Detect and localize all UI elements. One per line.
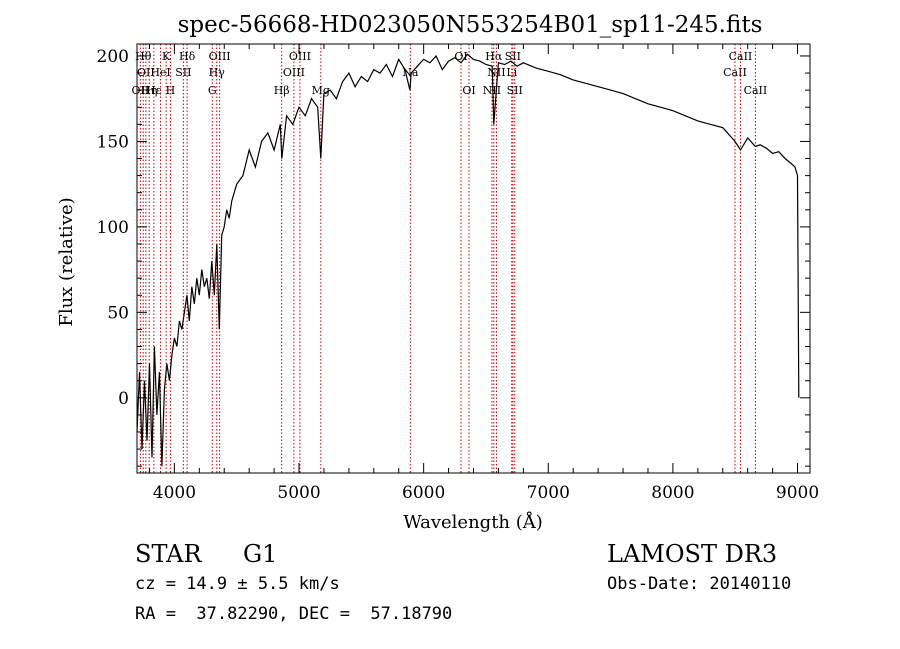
x-tick-label-6000: 6000 <box>402 483 445 503</box>
marker-label-8: SII <box>175 66 191 79</box>
y-axis-label: Flux (relative) <box>56 197 77 326</box>
marker-label-22: NII <box>487 66 505 79</box>
y-tick-label-100: 100 <box>97 218 129 238</box>
marker-label-9: Hδ <box>179 50 196 63</box>
x-tick-label-5000: 5000 <box>277 483 320 503</box>
marker-label-19: OI <box>462 84 475 97</box>
x-tick-label-7000: 7000 <box>527 483 570 503</box>
emission-line-markers: OIIHθOIIHηHεHeIKHSIIHδGHγOIIIHβOIIIOIIIM… <box>132 44 768 473</box>
marker-label-23: Li <box>506 66 517 79</box>
marker-label-4: Hε <box>146 84 162 97</box>
marker-label-3: Hη <box>141 84 157 97</box>
marker-label-21: Hα <box>485 50 503 63</box>
marker-label-11: Hγ <box>209 66 226 79</box>
observation-date: Obs-Date: 20140110 <box>607 574 792 594</box>
plot-frame <box>136 43 811 474</box>
y-tick-label-150: 150 <box>97 132 129 152</box>
y-tick-label-50: 50 <box>107 303 129 323</box>
y-axis-ticks: 0 50 100 150 200 <box>97 47 810 467</box>
marker-label-28: CaII <box>744 84 768 97</box>
marker-label-12: OIII <box>209 50 231 63</box>
marker-label-1: Hθ <box>135 50 152 63</box>
x-tick-label-9000: 9000 <box>776 483 819 503</box>
marker-label-6: K <box>162 50 171 63</box>
marker-label-13: Hβ <box>274 84 290 97</box>
marker-label-15: OIII <box>289 50 311 63</box>
marker-label-26: CaII <box>723 66 747 79</box>
y-tick-label-200: 200 <box>97 47 129 67</box>
chart-title: spec-56668-HD023050N553254B01_sp11-245.f… <box>178 12 763 38</box>
object-class: STAR <box>135 540 202 568</box>
marker-label-16: Mg <box>312 84 330 97</box>
marker-label-24: SII <box>505 50 521 63</box>
x-tick-label-8000: 8000 <box>651 483 694 503</box>
x-tick-label-4000: 4000 <box>153 483 196 503</box>
marker-label-5: HeI <box>150 66 170 79</box>
redshift-value: cz = 14.9 ± 5.5 km/s <box>135 574 340 594</box>
x-axis-label: Wavelength (Å) <box>403 511 543 533</box>
marker-label-27: CaII <box>729 50 753 63</box>
marker-label-14: OIII <box>283 66 305 79</box>
marker-label-2: OII <box>137 66 155 79</box>
coordinates: RA = 37.82290, DEC = 57.18790 <box>135 604 453 624</box>
marker-label-10: G <box>208 84 217 97</box>
spectrum-line <box>136 53 800 467</box>
marker-label-7: H <box>166 84 176 97</box>
marker-label-25: SII <box>507 84 523 97</box>
survey-name: LAMOST DR3 <box>607 540 778 568</box>
marker-label-20: NII <box>483 84 501 97</box>
y-tick-label-0: 0 <box>118 389 129 409</box>
x-axis-ticks: 4000 5000 6000 7000 8000 9000 <box>148 44 819 503</box>
object-subclass: G1 <box>243 540 278 568</box>
